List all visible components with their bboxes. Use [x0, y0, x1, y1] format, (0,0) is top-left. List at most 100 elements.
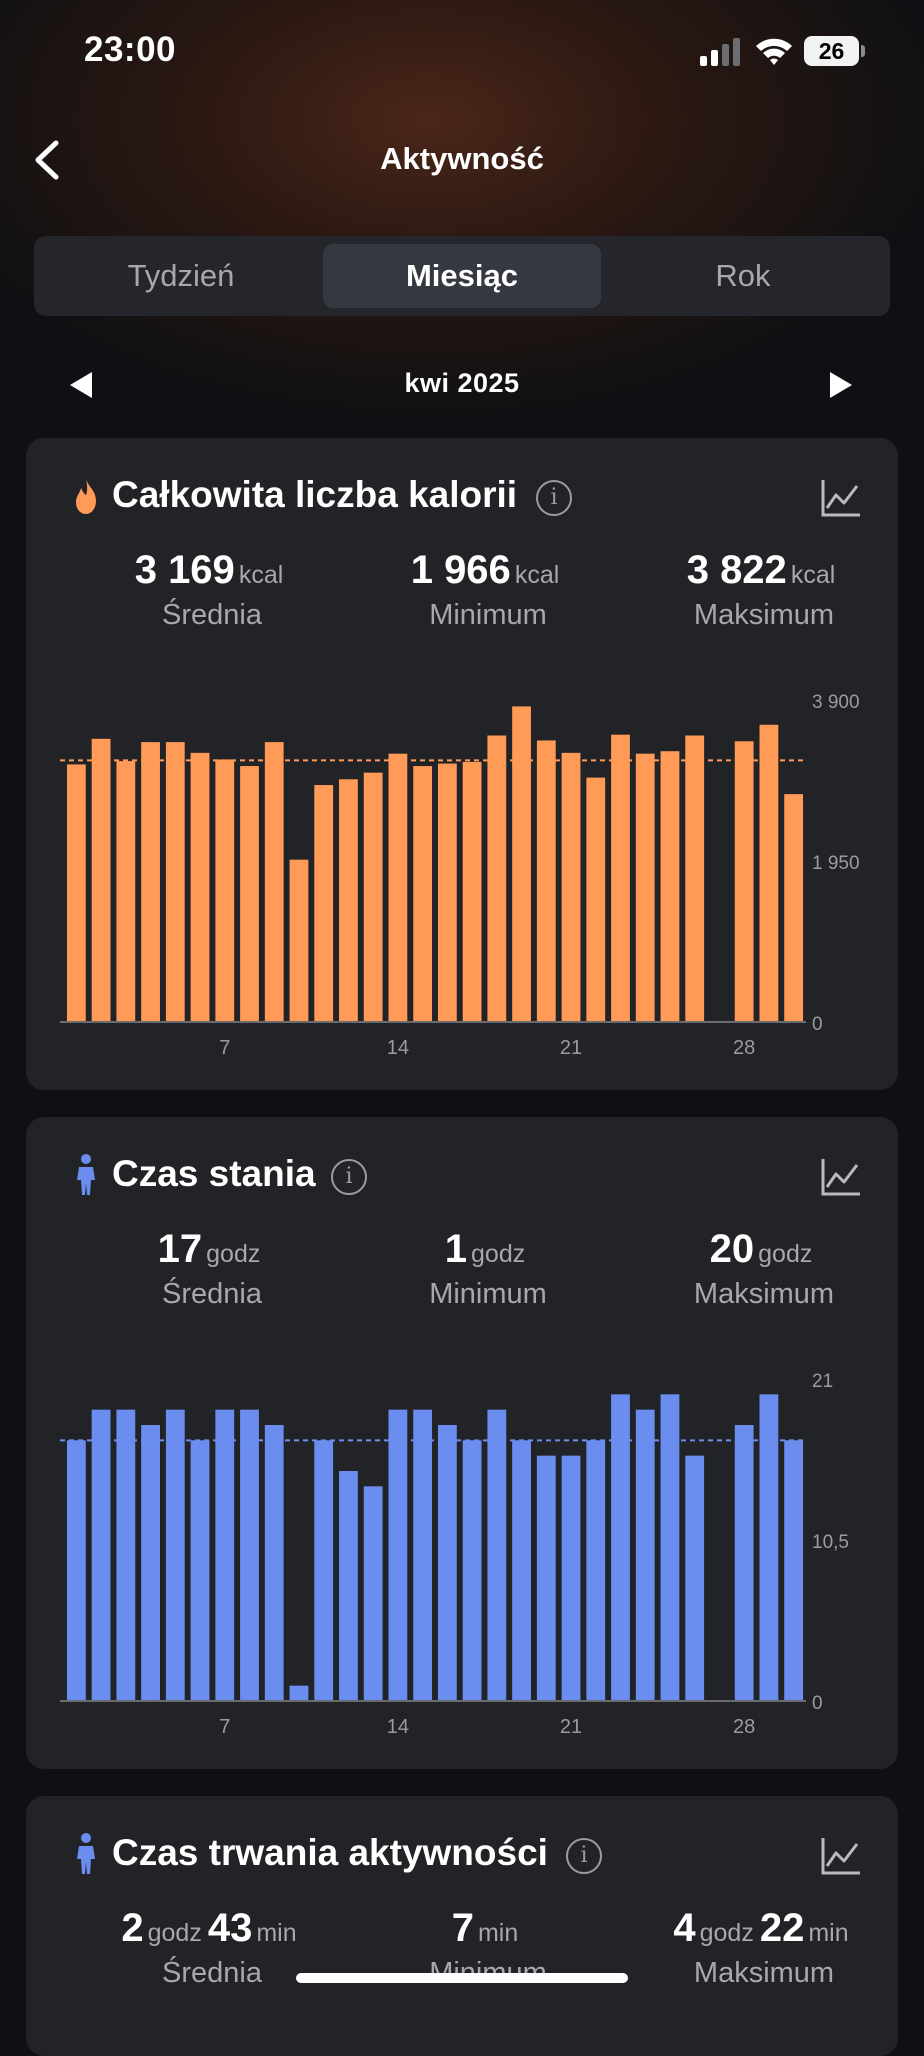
stat-label: Maksimum — [693, 599, 835, 631]
chart-bar — [413, 1409, 433, 1701]
chart-bar — [635, 753, 655, 1022]
tab-year[interactable]: Rok — [715, 258, 771, 293]
activity-card[interactable]: Czas trwania aktywności i 2 godz 43 min Śre… — [26, 1796, 898, 2056]
stat-unit: kcal — [790, 561, 836, 589]
battery-level: 26 — [804, 36, 859, 66]
x-tick-label: 14 — [387, 1037, 409, 1059]
person-icon — [77, 1833, 95, 1874]
chart-bar — [660, 1394, 680, 1701]
stat-unit: godz — [471, 1240, 526, 1268]
x-tick-label: 28 — [733, 1716, 755, 1738]
period-navigator: kwi 2025 — [0, 360, 924, 410]
tab-week[interactable]: Tydzień — [127, 258, 235, 293]
stat-average: 17 godz Średnia — [72, 1227, 352, 1311]
chart-bar — [215, 1409, 235, 1701]
stat-value: 17 — [157, 1227, 203, 1271]
chart-bar — [190, 752, 210, 1022]
chart-bar — [685, 1455, 705, 1701]
chart-bar — [141, 1425, 160, 1701]
y-tick-label: 1 950 — [812, 853, 860, 874]
home-indicator[interactable] — [296, 1973, 628, 1983]
x-tick-label: 7 — [219, 1716, 230, 1738]
standing-card[interactable]: Czas stania i 17 godz Średnia 1 godz Minim… — [26, 1117, 898, 1769]
cellular-signal-icon — [700, 38, 740, 66]
stat-unit: min — [477, 1919, 519, 1947]
x-tick-label: 28 — [733, 1037, 755, 1059]
stat-value-secondary: 22 — [759, 1906, 805, 1950]
y-tick-label: 21 — [812, 1371, 833, 1392]
chart-bar — [536, 1455, 556, 1701]
chart-bar — [487, 735, 507, 1022]
y-tick-label: 10,5 — [812, 1532, 849, 1553]
chart-bar — [734, 741, 754, 1022]
chart-bar — [784, 794, 804, 1022]
stat-minimum: 1 godz Minimum — [348, 1227, 628, 1311]
standing-bar-chart[interactable]: 21 10,5 0 7 14 21 28 — [26, 1117, 898, 1769]
wifi-icon — [756, 38, 792, 65]
stat-label: Minimum — [429, 599, 547, 631]
chart-bar — [314, 785, 334, 1022]
stat-maximum: 3 822 kcal Maksimum — [624, 548, 898, 632]
chart-bar — [165, 1409, 185, 1701]
stat-label: Maksimum — [693, 1278, 835, 1310]
stat-unit: godz — [758, 1240, 813, 1268]
stat-label: Średnia — [162, 1278, 262, 1310]
chart-bar — [339, 779, 358, 1022]
x-tick-label: 21 — [560, 1037, 582, 1059]
calories-card[interactable]: Całkowita liczba kalorii i 3 169 kcal Śre… — [26, 438, 898, 1090]
chart-bar — [264, 742, 284, 1022]
chart-bar — [314, 1440, 334, 1701]
stat-unit: kcal — [514, 561, 560, 589]
x-tick-label: 21 — [560, 1716, 582, 1738]
status-bar: 23:00 26 — [0, 0, 924, 100]
chart-bar — [66, 764, 86, 1022]
stat-label: Maksimum — [693, 1957, 835, 1989]
period-label: kwi 2025 — [404, 368, 520, 398]
flame-icon — [76, 478, 96, 514]
chart-bar — [116, 1409, 136, 1701]
calories-bar-chart[interactable]: 3 900 1 950 0 7 14 21 28 — [26, 438, 898, 1090]
trend-chart-icon[interactable] — [820, 478, 862, 518]
chart-bar — [759, 1394, 779, 1701]
chart-bar — [611, 734, 630, 1022]
chart-bar — [66, 1440, 86, 1701]
chart-bar — [388, 1409, 408, 1701]
stat-label: Minimum — [429, 1278, 547, 1310]
chart-bar — [240, 1409, 259, 1701]
stat-unit: godz — [699, 1919, 754, 1947]
chart-bar — [264, 1425, 284, 1701]
chart-bar — [413, 766, 433, 1022]
battery-nub — [861, 45, 865, 57]
chart-bar — [462, 761, 482, 1022]
stat-value: 2 — [121, 1906, 144, 1950]
next-period-icon[interactable] — [828, 370, 854, 400]
battery-indicator: 26 — [804, 36, 866, 66]
chart-bar — [190, 1440, 210, 1701]
chart-bar — [91, 738, 111, 1022]
back-chevron-icon[interactable] — [28, 135, 68, 185]
card-title: Czas trwania aktywności — [112, 1832, 548, 1873]
card-title: Całkowita liczba kalorii — [112, 474, 518, 515]
trend-chart-icon[interactable] — [820, 1157, 862, 1197]
chart-bar — [437, 1425, 457, 1701]
stat-value: 4 — [673, 1906, 696, 1950]
info-icon[interactable]: i — [566, 1838, 602, 1874]
stat-unit-secondary: min — [256, 1919, 297, 1947]
tab-month[interactable]: Miesiąc — [323, 244, 601, 308]
y-tick-label: 0 — [812, 1014, 823, 1035]
trend-chart-icon[interactable] — [820, 1836, 862, 1876]
chart-bar — [611, 1394, 630, 1701]
chart-bar — [586, 777, 606, 1022]
chart-bar — [784, 1440, 804, 1701]
info-icon[interactable]: i — [331, 1159, 367, 1195]
previous-period-icon[interactable] — [68, 370, 94, 400]
info-icon[interactable]: i — [536, 480, 572, 516]
stat-unit: godz — [147, 1919, 202, 1947]
chart-bar — [165, 742, 185, 1022]
page-title: Aktywność — [380, 141, 544, 176]
stat-label: Średnia — [162, 599, 262, 631]
chart-bar — [388, 753, 408, 1022]
chart-bar — [561, 1455, 581, 1701]
chart-bar — [363, 1486, 383, 1701]
stat-average: 3 169 kcal Średnia — [72, 548, 352, 632]
